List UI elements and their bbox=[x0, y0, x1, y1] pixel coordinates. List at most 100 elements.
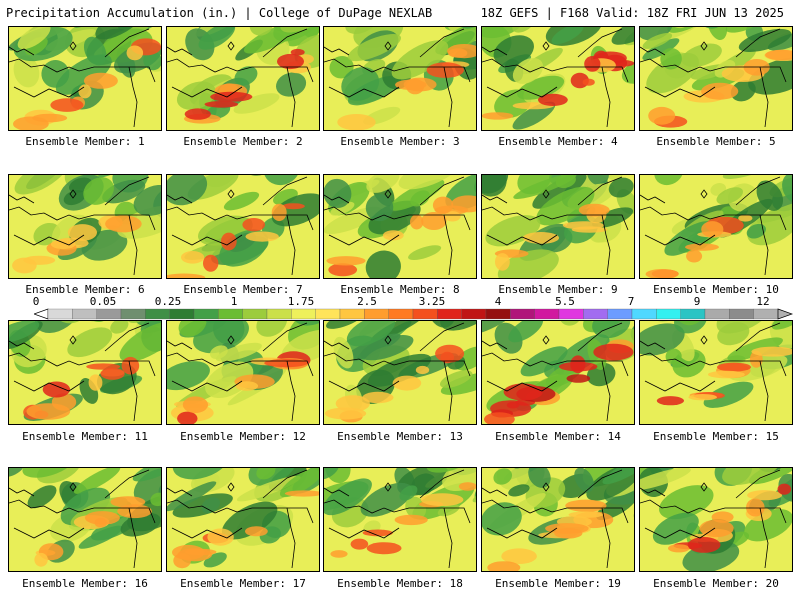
geo-boundary-line bbox=[167, 58, 238, 73]
precip-field bbox=[330, 201, 355, 216]
station-marker-icon bbox=[227, 189, 235, 199]
heavy-precip-band bbox=[12, 257, 37, 274]
geo-boundary-line bbox=[167, 499, 238, 514]
precip-field bbox=[324, 478, 372, 516]
geo-boundary-line bbox=[601, 507, 611, 569]
colorbar-tick-label: 0.05 bbox=[89, 295, 117, 308]
precip-map bbox=[482, 27, 634, 130]
heavy-precip-band bbox=[324, 407, 367, 420]
geo-boundary-line bbox=[759, 214, 769, 276]
heavy-precip-band bbox=[126, 45, 144, 61]
colorbar-swatch bbox=[242, 308, 268, 320]
ensemble-member-label: Ensemble Member: 16 bbox=[22, 577, 148, 590]
precip-field bbox=[83, 177, 114, 205]
heavy-precip-band bbox=[110, 496, 146, 508]
geo-boundary-line bbox=[167, 46, 193, 56]
heavy-precip-band bbox=[337, 114, 376, 130]
precip-field bbox=[722, 468, 782, 486]
precip-field bbox=[132, 468, 161, 482]
geo-boundary-line bbox=[601, 360, 611, 422]
geo-boundary-line bbox=[286, 214, 296, 276]
precip-field bbox=[193, 321, 249, 354]
heavy-precip-band bbox=[568, 511, 604, 518]
precip-field bbox=[493, 35, 534, 67]
heavy-precip-band bbox=[177, 411, 198, 424]
heavy-precip-band bbox=[501, 548, 537, 564]
precip-field bbox=[366, 175, 400, 193]
geo-boundary-line bbox=[9, 340, 35, 350]
precip-map bbox=[640, 27, 792, 130]
precip-field bbox=[150, 492, 161, 507]
geo-boundary-line bbox=[393, 360, 471, 377]
heavy-precip-band bbox=[220, 232, 237, 251]
precip-field bbox=[582, 468, 634, 487]
precip-field bbox=[399, 485, 418, 501]
precip-field bbox=[602, 468, 634, 485]
precip-field bbox=[660, 48, 682, 70]
precip-field bbox=[256, 468, 276, 480]
heavy-precip-band bbox=[382, 230, 404, 241]
ensemble-member-label: Ensemble Member: 20 bbox=[653, 577, 779, 590]
precip-field bbox=[210, 345, 228, 360]
colorbar-swatch bbox=[412, 308, 438, 320]
heavy-precip-band bbox=[701, 82, 739, 100]
precip-map-panel bbox=[481, 320, 635, 425]
heavy-precip-band bbox=[458, 482, 476, 491]
heavy-precip-band bbox=[559, 361, 598, 372]
geo-boundary-line bbox=[644, 86, 716, 98]
colorbar-swatch bbox=[534, 308, 560, 320]
heavy-precip-band bbox=[182, 396, 208, 413]
geo-boundary-line bbox=[328, 380, 400, 392]
geo-boundary-line bbox=[486, 86, 558, 98]
precip-field bbox=[365, 250, 401, 278]
heavy-precip-band bbox=[94, 517, 107, 528]
ensemble-member-label: Ensemble Member: 10 bbox=[653, 283, 779, 296]
colorbar-tick-label: 1 bbox=[230, 295, 238, 308]
geo-boundary-line bbox=[419, 322, 465, 352]
geo-boundary-line bbox=[236, 214, 314, 231]
heavy-precip-band bbox=[656, 396, 684, 406]
precip-field bbox=[738, 28, 792, 52]
heavy-precip-band bbox=[538, 93, 568, 106]
geo-boundary-line bbox=[577, 28, 623, 58]
colorbar-swatch bbox=[47, 308, 73, 320]
precip-map bbox=[324, 27, 476, 130]
geo-boundary-line bbox=[640, 499, 711, 514]
colorbar-tick-label: 5.5 bbox=[555, 295, 575, 308]
colorbar bbox=[34, 308, 794, 320]
precip-map-panel bbox=[166, 467, 320, 572]
geo-boundary-line bbox=[735, 28, 781, 58]
precip-map bbox=[167, 175, 319, 278]
geo-boundary-line bbox=[104, 28, 150, 58]
heavy-precip-band bbox=[83, 72, 118, 89]
geo-boundary-line bbox=[709, 360, 787, 377]
station-marker-icon bbox=[69, 335, 77, 345]
heavy-precip-band bbox=[503, 383, 543, 401]
colorbar-swatch bbox=[631, 308, 657, 320]
geo-boundary-line bbox=[13, 380, 85, 392]
geo-boundary-line bbox=[171, 380, 243, 392]
precip-field bbox=[767, 32, 792, 51]
precip-map-panel bbox=[8, 174, 162, 279]
colorbar-tick-label: 9 bbox=[693, 295, 701, 308]
geo-boundary-line bbox=[78, 507, 156, 524]
precip-field bbox=[642, 38, 680, 61]
heavy-precip-band bbox=[105, 215, 142, 233]
precip-field bbox=[435, 27, 476, 55]
precip-field bbox=[271, 193, 319, 227]
precip-field bbox=[591, 207, 634, 228]
station-marker-icon bbox=[384, 335, 392, 345]
precip-field bbox=[14, 175, 69, 195]
precip-map-panel bbox=[8, 467, 162, 572]
geo-boundary-line bbox=[482, 58, 553, 73]
geo-boundary-line bbox=[236, 66, 314, 83]
geo-boundary-line bbox=[328, 527, 400, 539]
heavy-precip-band bbox=[121, 356, 140, 375]
colorbar-swatch bbox=[680, 308, 706, 320]
geo-boundary-line bbox=[577, 176, 623, 206]
geo-boundary-line bbox=[640, 206, 711, 221]
precip-field bbox=[497, 249, 559, 278]
ensemble-member-label: Ensemble Member: 15 bbox=[653, 430, 779, 443]
heavy-precip-band bbox=[366, 542, 402, 555]
heavy-precip-band bbox=[277, 53, 304, 70]
